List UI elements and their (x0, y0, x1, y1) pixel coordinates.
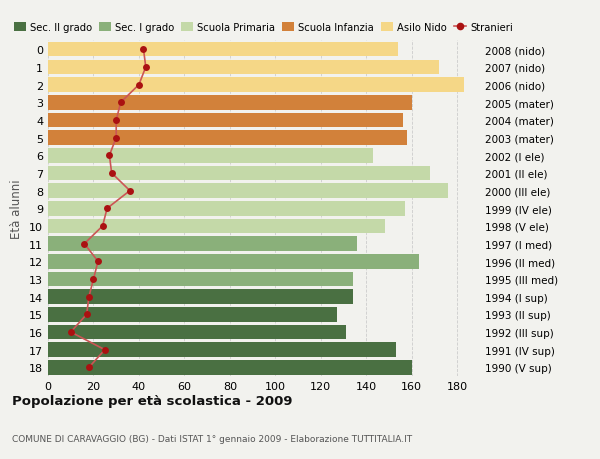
Bar (48, 325, 346, 340)
Y-axis label: Età alunni: Età alunni (10, 179, 23, 239)
Text: Popolazione per età scolastica - 2009: Popolazione per età scolastica - 2009 (12, 394, 293, 407)
Bar (48, 166, 430, 181)
Bar (48, 131, 407, 146)
Bar (48, 255, 419, 269)
Legend: Sec. II grado, Sec. I grado, Scuola Primaria, Scuola Infanzia, Asilo Nido, Stran: Sec. II grado, Sec. I grado, Scuola Prim… (14, 23, 513, 33)
Bar (48, 113, 403, 128)
Bar (48, 184, 448, 198)
Bar (48, 61, 439, 75)
Bar (48, 343, 396, 357)
Bar (48, 360, 412, 375)
Bar (48, 202, 405, 216)
Bar (48, 237, 357, 252)
Text: COMUNE DI CARAVAGGIO (BG) - Dati ISTAT 1° gennaio 2009 - Elaborazione TUTTITALIA: COMUNE DI CARAVAGGIO (BG) - Dati ISTAT 1… (12, 434, 412, 442)
Bar (48, 149, 373, 163)
Bar (48, 96, 412, 110)
Bar (48, 272, 353, 286)
Bar (48, 219, 385, 234)
Bar (48, 43, 398, 57)
Bar (48, 290, 353, 304)
Bar (48, 308, 337, 322)
Bar (48, 78, 464, 93)
